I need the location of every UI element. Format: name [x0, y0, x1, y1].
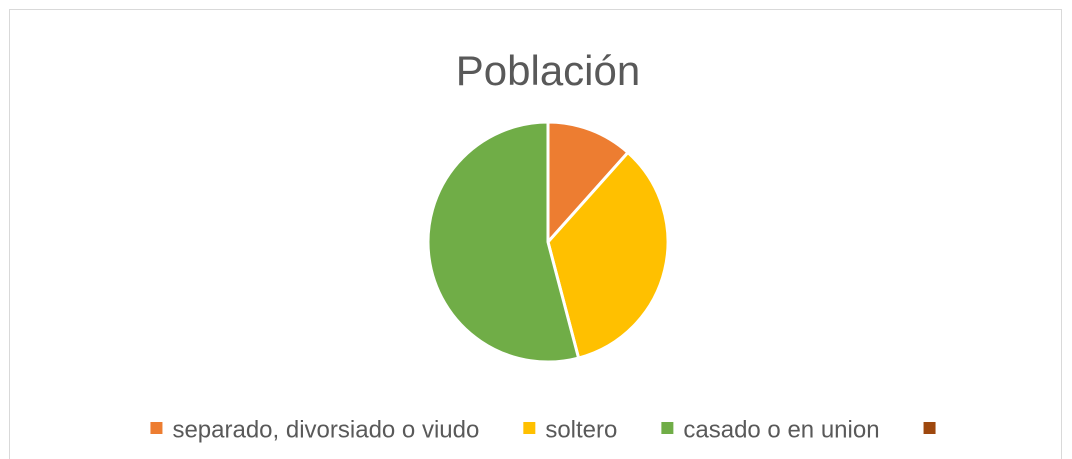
- pie-slice: [546, 120, 630, 244]
- chart-title: Población: [456, 47, 640, 94]
- pie-slice: [546, 150, 670, 360]
- legend-swatch: [923, 422, 936, 434]
- legend-label: casado o en union: [683, 416, 879, 443]
- legend-label: soltero: [545, 416, 617, 443]
- legend-swatch: [661, 422, 674, 434]
- legend-swatch: [150, 422, 163, 434]
- pie-slice: [426, 120, 581, 364]
- legend-swatch: [523, 422, 536, 434]
- legend-label: separado, divorsiado o viudo: [172, 416, 479, 443]
